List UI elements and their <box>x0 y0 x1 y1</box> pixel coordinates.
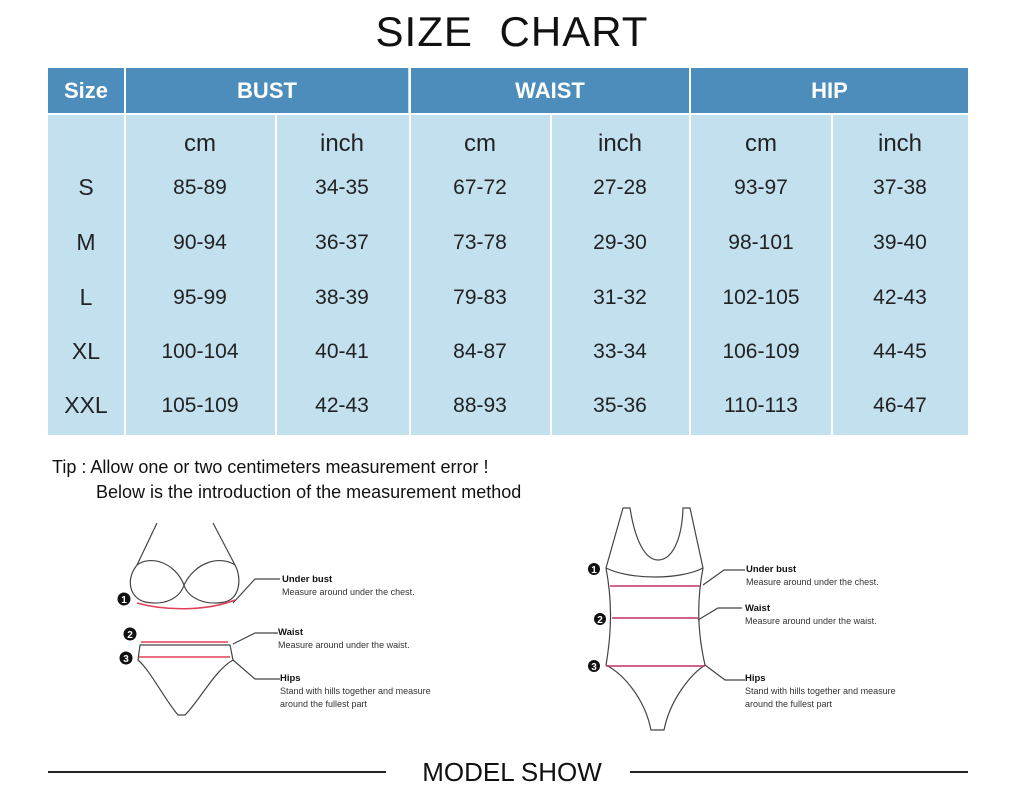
tip-text: Tip : Allow one or two centimeters measu… <box>52 457 489 477</box>
table-cell: 36-37 <box>315 231 369 254</box>
marker-1-icon <box>117 592 131 606</box>
waist-header: WAIST <box>411 68 689 113</box>
unit-label: inch <box>877 130 923 157</box>
table-cell: 79-83 <box>453 286 507 309</box>
table-cell: 93-97 <box>734 176 788 199</box>
waist-label: Waist Measure around under the waist. <box>745 603 877 626</box>
size-label: XL <box>71 338 101 364</box>
table-cell: 98-101 <box>728 231 794 254</box>
swimsuit-illustration <box>605 507 745 731</box>
header-divider <box>48 113 968 115</box>
table-cell: 106-109 <box>722 340 800 363</box>
table-cell: 37-38 <box>873 176 927 199</box>
table-cell: 105-109 <box>161 394 239 417</box>
table-cell: 27-28 <box>593 176 647 199</box>
table-cell: 31-32 <box>593 286 647 309</box>
waist-label: Waist Measure around under the waist. <box>278 627 410 650</box>
table-cell: 34-35 <box>315 176 369 199</box>
tip-subtext: Below is the introduction of the measure… <box>96 482 522 502</box>
marker-3-icon <box>119 651 133 665</box>
model-show-heading: MODEL SHOW <box>422 757 602 787</box>
hips-label: Hips Stand with hills together and measur… <box>745 673 896 709</box>
table-cell: 102-105 <box>722 286 800 309</box>
table-cell: 46-47 <box>873 394 927 417</box>
table-cell: 40-41 <box>315 340 369 363</box>
table-cell: 73-78 <box>453 231 507 254</box>
table-cell: 90-94 <box>173 231 227 254</box>
table-cell: 42-43 <box>873 286 927 309</box>
svg-text:1: 1 <box>591 565 597 576</box>
table-cell: 95-99 <box>173 286 227 309</box>
page-title: SIZE CHART <box>375 8 649 55</box>
unit-label: inch <box>597 130 643 157</box>
unit-label: cm <box>745 130 777 157</box>
col-divider <box>831 113 833 435</box>
table-cell: 38-39 <box>315 286 369 309</box>
svg-text:2: 2 <box>127 630 133 641</box>
col-divider <box>409 68 411 435</box>
svg-text:3: 3 <box>591 662 597 673</box>
size-label: XXL <box>64 392 108 418</box>
table-cell: 67-72 <box>453 176 507 199</box>
col-divider <box>124 68 126 435</box>
col-divider <box>689 68 691 435</box>
under-bust-label: Under bust Measure around under the chest… <box>746 564 879 587</box>
divider-left <box>48 771 386 773</box>
table-cell: 88-93 <box>453 394 507 417</box>
marker-3-icon <box>588 660 600 672</box>
col-divider <box>550 113 552 435</box>
divider-right <box>630 771 968 773</box>
table-cell: 33-34 <box>593 340 647 363</box>
hip-header: HIP <box>691 68 968 113</box>
size-label: S <box>78 174 94 200</box>
svg-text:3: 3 <box>123 654 129 665</box>
svg-text:2: 2 <box>597 615 603 626</box>
unit-label: inch <box>319 130 365 157</box>
table-cell: 42-43 <box>315 394 369 417</box>
marker-1-icon <box>588 563 600 575</box>
hips-label: Hips Stand with hills together and measur… <box>280 673 431 709</box>
table-cell: 85-89 <box>173 176 227 199</box>
number-markers: 1 2 3 1 2 3 <box>117 563 606 673</box>
marker-2-icon <box>123 627 137 641</box>
measurement-diagrams: 1 2 3 1 2 3 <box>117 507 745 731</box>
measure-lines <box>136 599 236 658</box>
table-cell: 29-30 <box>593 231 647 254</box>
table-cell: 44-45 <box>873 340 927 363</box>
table-cell: 100-104 <box>161 340 239 363</box>
size-header: Size <box>48 68 124 113</box>
bikini-illustration <box>129 522 280 716</box>
under-bust-label: Under bust Measure around under the chest… <box>282 574 415 597</box>
unit-label: cm <box>184 130 216 157</box>
marker-2-icon <box>594 613 606 625</box>
size-table: Size BUST WAIST HIP cm inch cm inch cm inch S 8… <box>48 68 968 435</box>
table-cell: 84-87 <box>453 340 507 363</box>
unit-label: cm <box>464 130 496 157</box>
col-divider <box>275 113 277 435</box>
table-cell: 39-40 <box>873 231 927 254</box>
table-cell: 35-36 <box>593 394 647 417</box>
bust-header: BUST <box>126 68 408 113</box>
size-label: M <box>76 229 96 255</box>
size-label: L <box>79 284 93 310</box>
svg-text:1: 1 <box>121 595 127 606</box>
table-cell: 110-113 <box>724 394 798 417</box>
